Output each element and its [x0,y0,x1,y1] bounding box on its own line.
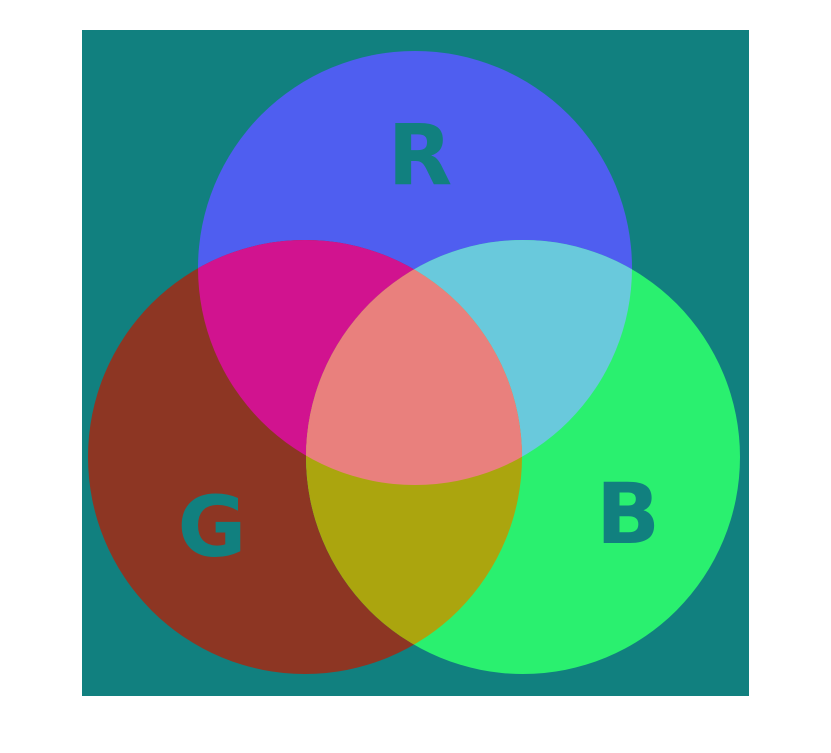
label-b: B [596,465,660,563]
label-r: R [388,106,453,204]
label-g: G [178,478,247,576]
